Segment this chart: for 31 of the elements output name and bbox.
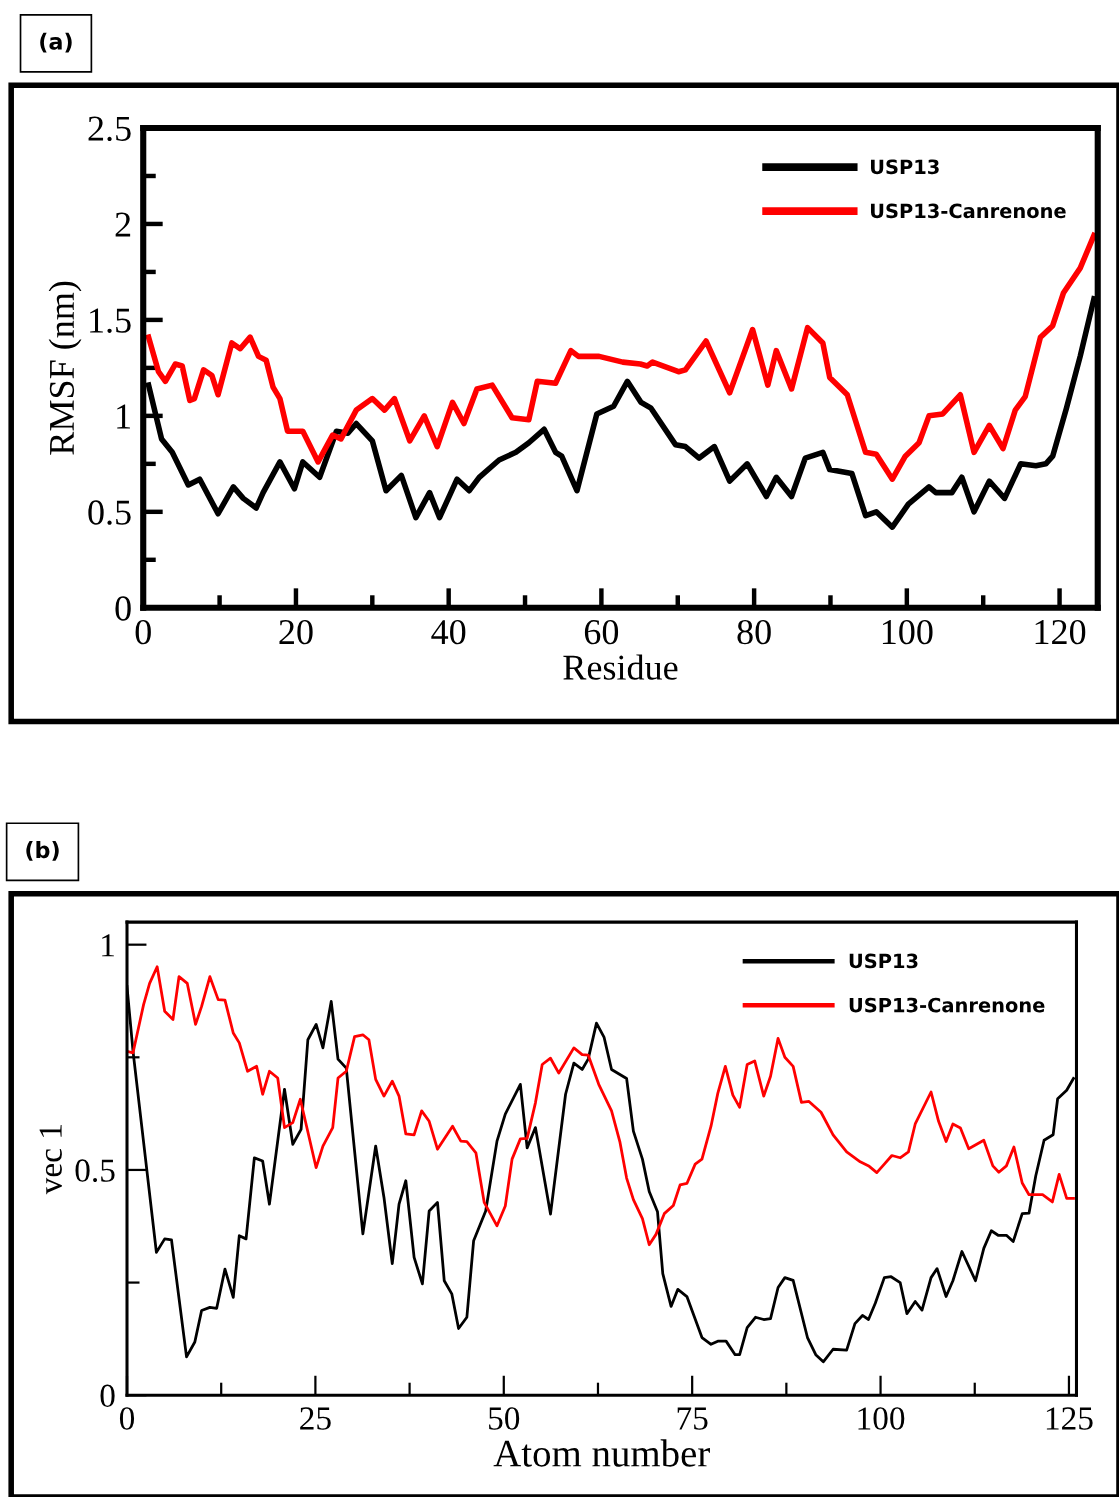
y-tick-label: 0 — [115, 596, 131, 621]
x-tick-label: 75 — [677, 1407, 708, 1430]
legend-label: USP13-Canrenone — [849, 997, 1045, 1013]
x-tick-label: 50 — [489, 1407, 520, 1430]
legend-label: USP13 — [871, 159, 939, 175]
text: (a) — [40, 32, 72, 53]
x-tick-label: 120 — [1035, 619, 1086, 645]
y-tick-label: 2 — [115, 212, 131, 237]
y-tick-label: 1 — [117, 404, 130, 429]
x-axis-title: Residue — [563, 654, 678, 680]
x-tick-label: 100 — [882, 619, 933, 645]
y-tick-label: 0 — [100, 1384, 115, 1408]
x-tick-label: 80 — [737, 619, 771, 645]
x-tick-label: 100 — [858, 1407, 905, 1430]
y-tick-label: 0.5 — [88, 500, 131, 525]
y-tick-label: 1 — [102, 934, 114, 957]
legend-label: USP13 — [849, 953, 918, 969]
x-tick-label: 125 — [1046, 1407, 1093, 1430]
y-axis-title: RMSF (nm) — [48, 281, 82, 455]
x-tick-label: 20 — [279, 619, 313, 645]
y-tick-label: 2.5 — [88, 116, 131, 142]
x-tick-label: 0 — [135, 619, 151, 645]
x-tick-label: 40 — [431, 619, 466, 645]
x-tick-label: 25 — [300, 1407, 331, 1430]
y-axis-title: vec 1 — [39, 1125, 62, 1195]
x-axis-title: Atom number — [493, 1439, 710, 1467]
y-tick-label: 1.5 — [90, 308, 131, 333]
legend-label: USP13-Canrenone — [871, 203, 1066, 219]
text: (b) — [26, 841, 59, 861]
x-tick-label: 60 — [584, 619, 619, 645]
y-tick-label: 0.5 — [75, 1159, 115, 1182]
